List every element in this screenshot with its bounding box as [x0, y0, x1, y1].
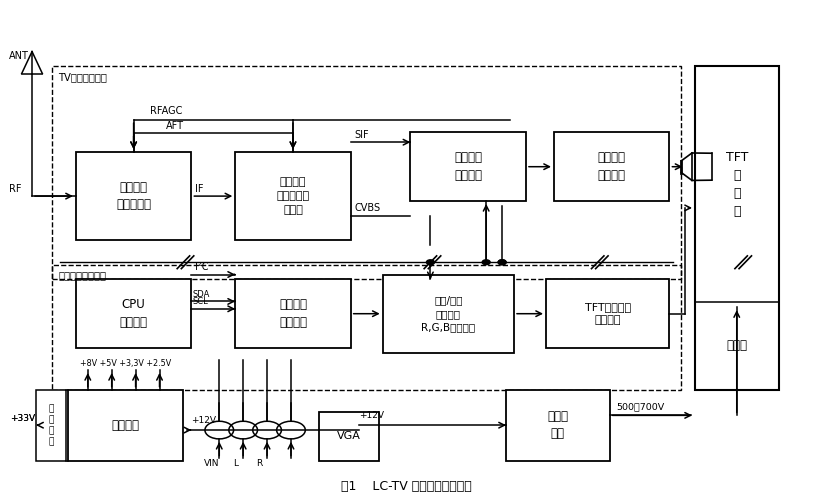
Text: ANT: ANT [9, 52, 28, 62]
FancyBboxPatch shape [506, 390, 610, 460]
Text: TFT
液
晶
屏: TFT 液 晶 屏 [725, 151, 748, 218]
Text: 逆变升
压器: 逆变升 压器 [547, 410, 568, 440]
Text: RF: RF [9, 184, 21, 194]
Text: 图1    LC-TV 电路组成系统框图: 图1 LC-TV 电路组成系统框图 [341, 480, 472, 492]
FancyBboxPatch shape [554, 132, 669, 201]
Text: +33V: +33V [10, 414, 35, 422]
Text: 稳压输出: 稳压输出 [111, 418, 140, 432]
Circle shape [482, 260, 490, 264]
Text: 图像音频
准分离及中
放电路: 图像音频 准分离及中 放电路 [276, 178, 310, 214]
FancyBboxPatch shape [235, 152, 350, 240]
FancyBboxPatch shape [411, 132, 526, 201]
Circle shape [426, 260, 434, 264]
Text: +12V: +12V [191, 416, 216, 425]
FancyBboxPatch shape [235, 280, 350, 348]
Text: +8V +5V +3,3V +2.5V: +8V +5V +3,3V +2.5V [80, 358, 171, 368]
Text: +33V: +33V [10, 414, 35, 422]
Text: SCL: SCL [192, 298, 208, 306]
FancyBboxPatch shape [695, 66, 779, 390]
Text: SIF: SIF [354, 130, 369, 140]
FancyBboxPatch shape [67, 390, 184, 460]
Text: I²C: I²C [195, 262, 209, 272]
Text: 500～700V: 500～700V [616, 402, 664, 411]
Text: 升
压
输
出: 升 压 输 出 [49, 404, 54, 446]
Text: +12V: +12V [359, 412, 384, 420]
Text: CPU
系统控制: CPU 系统控制 [120, 298, 148, 329]
Text: RFAGC: RFAGC [150, 106, 182, 116]
Text: CVBS: CVBS [354, 203, 380, 213]
Text: 频率合成
高频调谐器: 频率合成 高频调谐器 [116, 181, 151, 212]
Text: IF: IF [195, 184, 204, 194]
Text: 伴音功放
信号输出: 伴音功放 信号输出 [598, 152, 626, 182]
Text: L: L [233, 460, 237, 468]
FancyBboxPatch shape [319, 412, 379, 461]
Text: SDA: SDA [192, 290, 210, 299]
Circle shape [498, 260, 506, 264]
Text: VGA: VGA [337, 431, 361, 441]
FancyBboxPatch shape [383, 274, 514, 353]
Text: 背光灯: 背光灯 [726, 340, 747, 352]
Text: TV信号处理电路: TV信号处理电路 [59, 72, 107, 82]
Text: 数字信号处理电路: 数字信号处理电路 [59, 270, 107, 280]
FancyBboxPatch shape [76, 152, 191, 240]
FancyBboxPatch shape [36, 390, 67, 460]
Text: AFT: AFT [166, 121, 184, 131]
Text: VIN: VIN [203, 460, 219, 468]
Text: TFT液晶显示
数码驱动: TFT液晶显示 数码驱动 [585, 302, 631, 326]
FancyBboxPatch shape [76, 280, 191, 348]
Text: 视频信号
数字解码: 视频信号 数字解码 [279, 298, 307, 329]
Circle shape [498, 260, 506, 264]
Text: R: R [256, 460, 263, 468]
Text: 隔行/逐行
格式变换
R,G,B数码输出: 隔行/逐行 格式变换 R,G,B数码输出 [421, 295, 476, 333]
Text: 音频信号
解调解码: 音频信号 解调解码 [454, 152, 482, 182]
FancyBboxPatch shape [546, 280, 669, 348]
